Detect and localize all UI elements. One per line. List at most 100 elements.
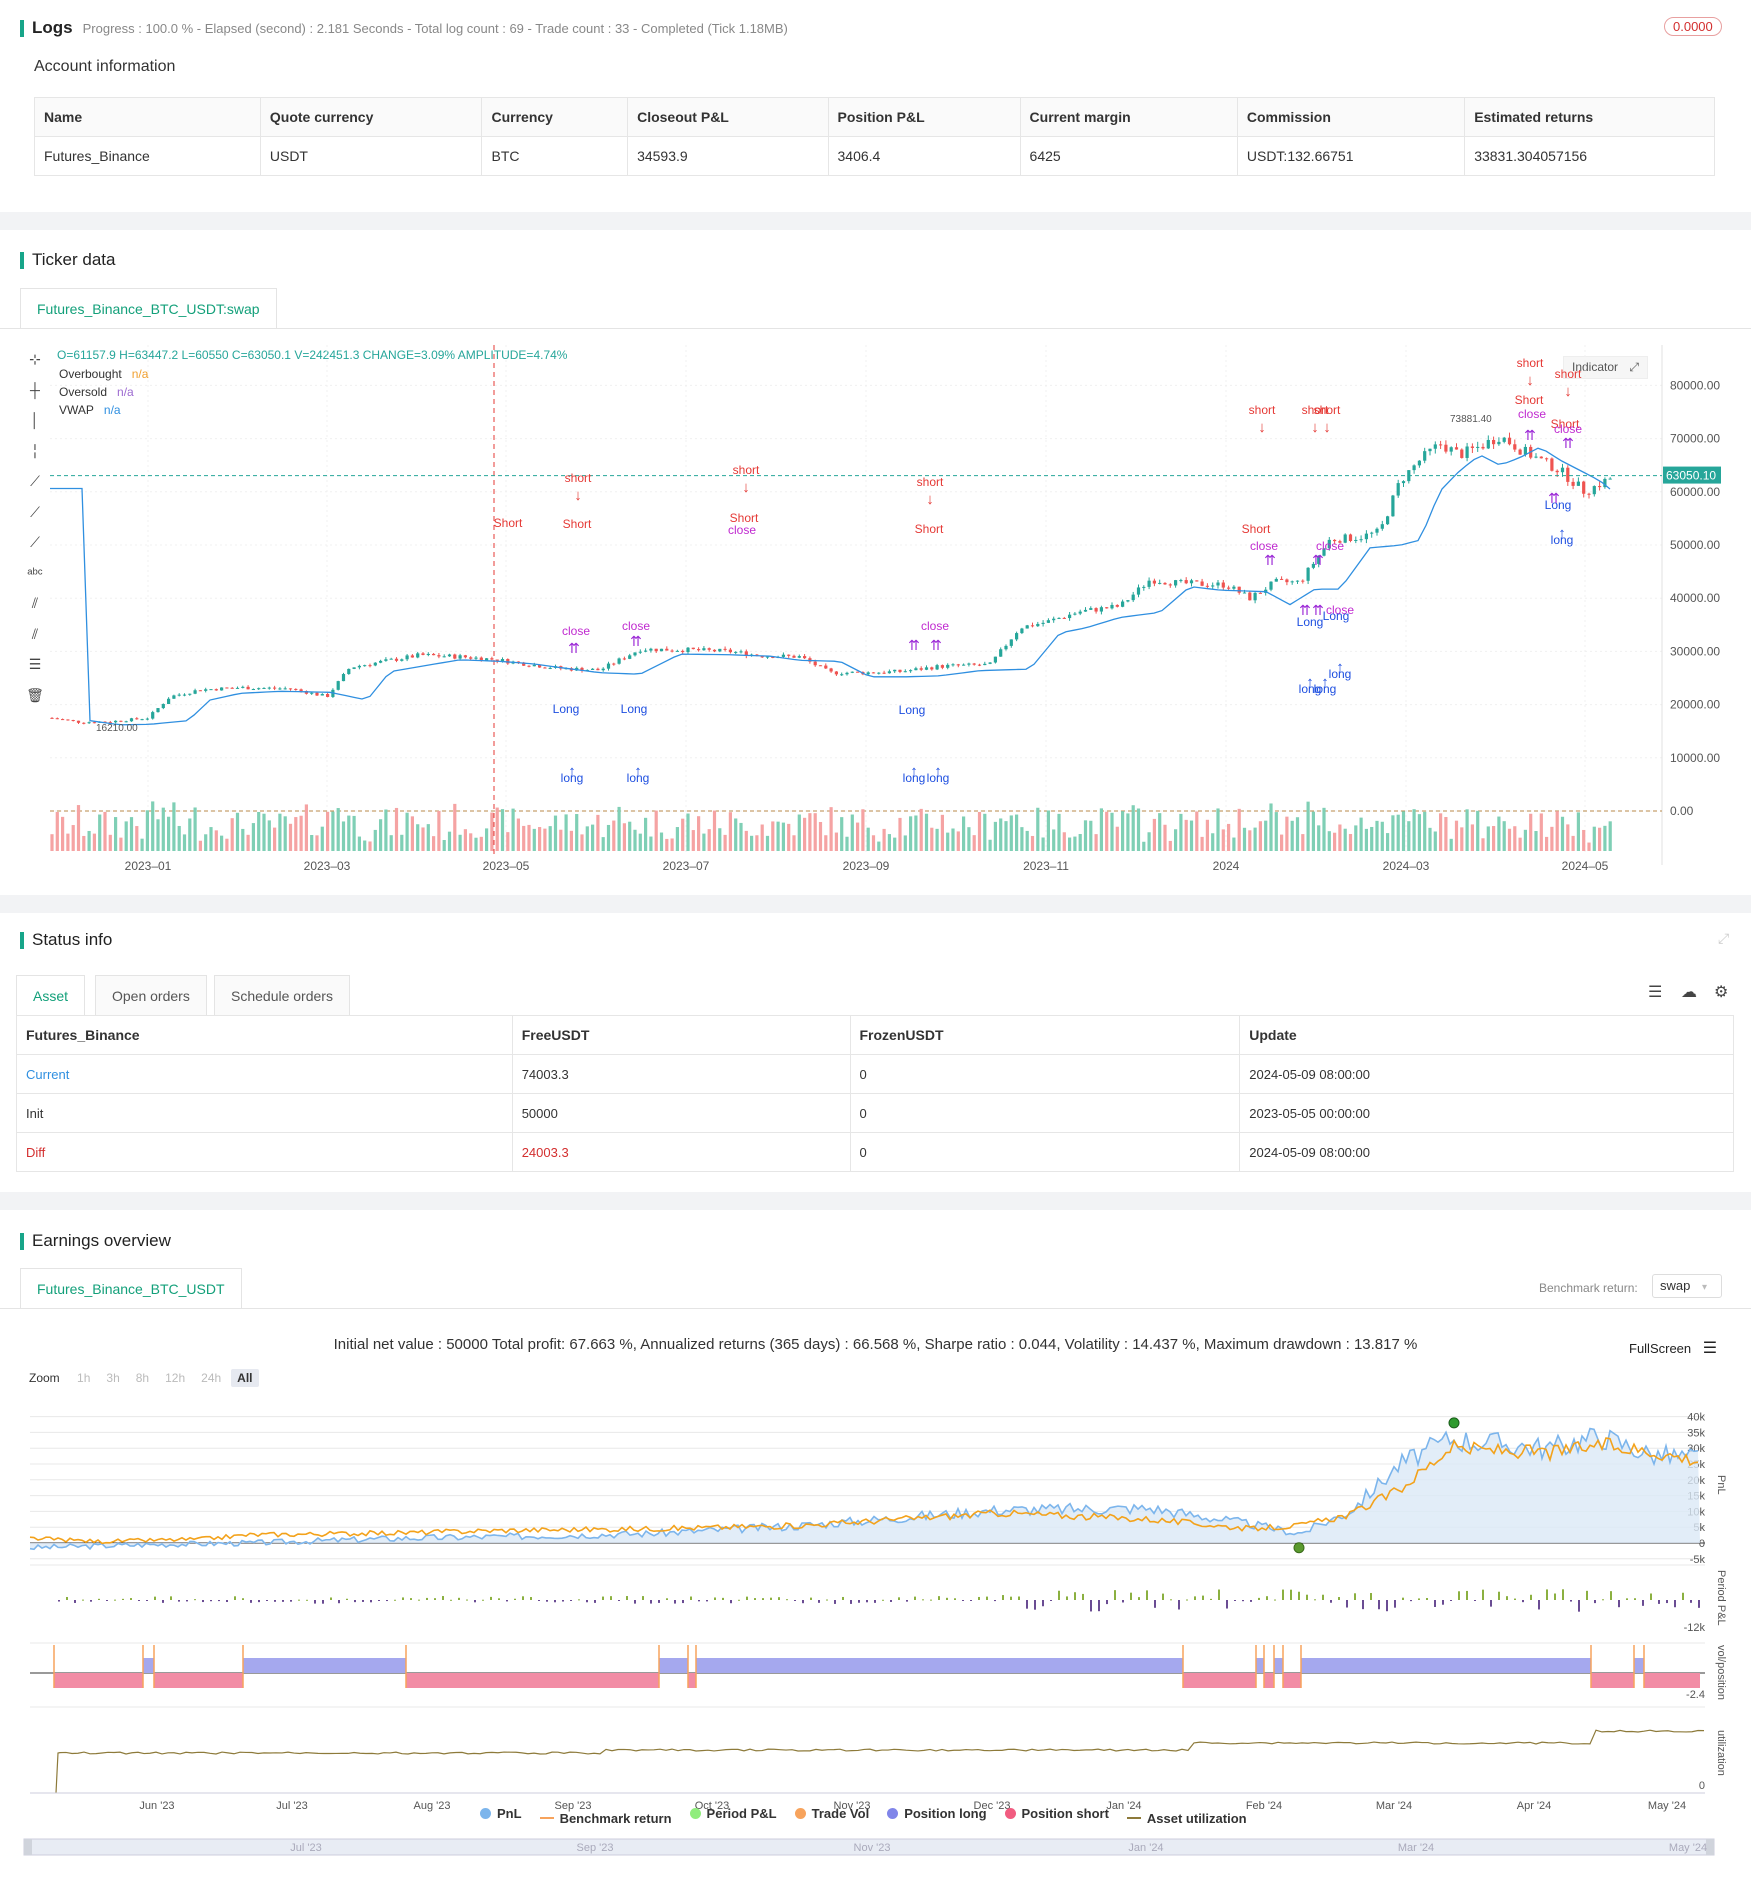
volume-bar xyxy=(522,825,526,851)
volume-bar xyxy=(670,838,674,851)
tab-open-orders[interactable]: Open orders xyxy=(95,975,207,1015)
candle-body xyxy=(702,648,706,651)
legend-asset-utilization[interactable]: Asset utilization xyxy=(1126,1811,1247,1826)
volume-bar xyxy=(198,840,202,851)
candle-body xyxy=(352,667,356,669)
zoom-8h-button[interactable]: 8h xyxy=(135,1371,150,1385)
legend-pnl[interactable]: PnL xyxy=(480,1806,522,1821)
candle-body xyxy=(930,667,934,670)
period-pnl-bar xyxy=(1226,1600,1228,1609)
candle-body xyxy=(1603,478,1607,488)
period-pnl-bar xyxy=(834,1600,836,1604)
cloud-download-icon[interactable]: ☁ xyxy=(1681,984,1697,1001)
crosshair-icon[interactable]: ⊹ xyxy=(29,351,41,367)
candle-body xyxy=(962,664,966,666)
volume-bar xyxy=(622,823,626,851)
volume-bar xyxy=(585,826,589,851)
legend-position-short[interactable]: Position short xyxy=(1004,1806,1109,1821)
tab-schedule-orders[interactable]: Schedule orders xyxy=(214,975,350,1015)
volume-bar xyxy=(1571,835,1575,851)
tab-asset[interactable]: Asset xyxy=(16,975,86,1015)
volume-bar xyxy=(92,833,96,851)
fib-icon[interactable]: ⫽ xyxy=(31,625,39,642)
legend-item-overbought: Overbought n/a xyxy=(59,367,149,381)
volume-bar xyxy=(1481,838,1485,851)
menu-icon[interactable]: ☰ xyxy=(1702,1340,1718,1357)
candle-body xyxy=(251,689,255,691)
period-pnl-bar xyxy=(1626,1598,1628,1600)
volume-bar xyxy=(220,835,224,851)
indicator-button[interactable]: Indicator ⤢ xyxy=(1563,356,1648,379)
earnings-date-tick: Sep '23 xyxy=(555,1800,592,1812)
candle-body xyxy=(1555,470,1559,473)
volume-bar xyxy=(649,836,653,851)
ray-icon[interactable]: ╎ xyxy=(30,442,40,459)
volume-bar xyxy=(956,831,960,851)
zoom-12h-button[interactable]: 12h xyxy=(165,1371,186,1385)
zoom-all-button[interactable]: All xyxy=(231,1369,259,1387)
volume-bar xyxy=(1083,820,1088,851)
candle-body xyxy=(1142,586,1146,588)
date-tick-label: 2024–05 xyxy=(1562,859,1609,873)
period-pnl-bar xyxy=(258,1600,260,1603)
volume-bar xyxy=(1179,813,1183,851)
candle-body xyxy=(1163,582,1167,585)
benchmark-select[interactable]: swap ▾ xyxy=(1652,1274,1722,1298)
candle-body xyxy=(347,668,351,675)
zoom-24h-button[interactable]: 24h xyxy=(201,1371,222,1385)
period-pnl-bar xyxy=(1042,1600,1044,1607)
candle-body xyxy=(437,655,441,657)
zoom-1h-button[interactable]: 1h xyxy=(77,1371,91,1385)
candle-body xyxy=(633,652,637,656)
period-pnl-bar xyxy=(1570,1600,1572,1602)
horizontal-ray-icon[interactable]: ☰ xyxy=(28,656,42,672)
vertical-line-icon[interactable]: │ xyxy=(30,412,40,428)
period-pnl-bar xyxy=(722,1597,724,1600)
volume-bar xyxy=(394,807,399,851)
period-pnl-bar xyxy=(146,1600,148,1601)
volume-bar xyxy=(1015,814,1019,851)
tab-ticker-symbol[interactable]: Futures_Binance_BTC_USDT:swap xyxy=(20,288,277,328)
trend-line-icon[interactable]: ⟋ xyxy=(30,503,40,520)
volume-bar xyxy=(1009,815,1013,851)
candle-body xyxy=(278,688,282,690)
legend-trade-vol[interactable]: Trade Vol xyxy=(794,1806,869,1821)
legend-benchmark-return[interactable]: Benchmark return xyxy=(539,1811,672,1826)
segment-icon[interactable]: ⟋ xyxy=(30,473,40,489)
volume-bar xyxy=(421,827,425,851)
earnings-summary: Initial net value : 50000 Total profit: … xyxy=(333,1336,1418,1353)
candle-body xyxy=(92,722,96,724)
trade-marker-icon: ⇈ xyxy=(630,633,642,649)
tab-earnings-symbol[interactable]: Futures_Binance_BTC_USDT xyxy=(20,1268,242,1308)
volume-bar xyxy=(299,815,303,851)
volume-bar xyxy=(787,823,791,851)
arrow-line-icon[interactable]: ⟋ xyxy=(30,534,40,550)
list-icon[interactable]: ☰ xyxy=(1648,984,1663,1001)
fullscreen-button[interactable]: FullScreen ☰ xyxy=(1629,1340,1718,1357)
legend-period-p&l[interactable]: Period P&L xyxy=(689,1806,777,1821)
volume-bar xyxy=(538,827,542,851)
period-pnl-bar xyxy=(1218,1589,1220,1600)
fullscreen-icon[interactable]: ⤢ xyxy=(1629,360,1639,374)
zoom-3h-button[interactable]: 3h xyxy=(106,1371,120,1385)
candle-body xyxy=(1301,580,1305,582)
volume-bar xyxy=(1603,825,1607,851)
parallel-channel-icon[interactable]: ⫽ xyxy=(31,595,39,611)
volume-bar xyxy=(103,811,107,851)
trash-icon[interactable]: 🗑 xyxy=(26,686,44,703)
candle-body xyxy=(591,668,595,670)
text-icon[interactable]: ᵃᵇᶜ xyxy=(27,564,43,581)
volume-bar xyxy=(1338,824,1342,851)
position-long-block xyxy=(143,1658,154,1673)
legend-position-long[interactable]: Position long xyxy=(887,1806,987,1821)
horizontal-line-icon[interactable]: ┼ xyxy=(30,381,40,398)
candle-body xyxy=(691,647,695,650)
expand-icon[interactable]: ⤢ xyxy=(1718,930,1730,946)
account-col-header: Position P&L xyxy=(827,97,1021,137)
period-pnl-bar xyxy=(674,1600,676,1604)
navigator-bar[interactable]: Jul '23 Sep '23 Nov '23 Jan '24 Mar '24 May '… xyxy=(0,1833,1751,1863)
candle-body xyxy=(1566,467,1570,482)
candle-body xyxy=(1232,586,1236,589)
settings-gear-icon[interactable]: ⚙ xyxy=(1714,984,1729,1001)
